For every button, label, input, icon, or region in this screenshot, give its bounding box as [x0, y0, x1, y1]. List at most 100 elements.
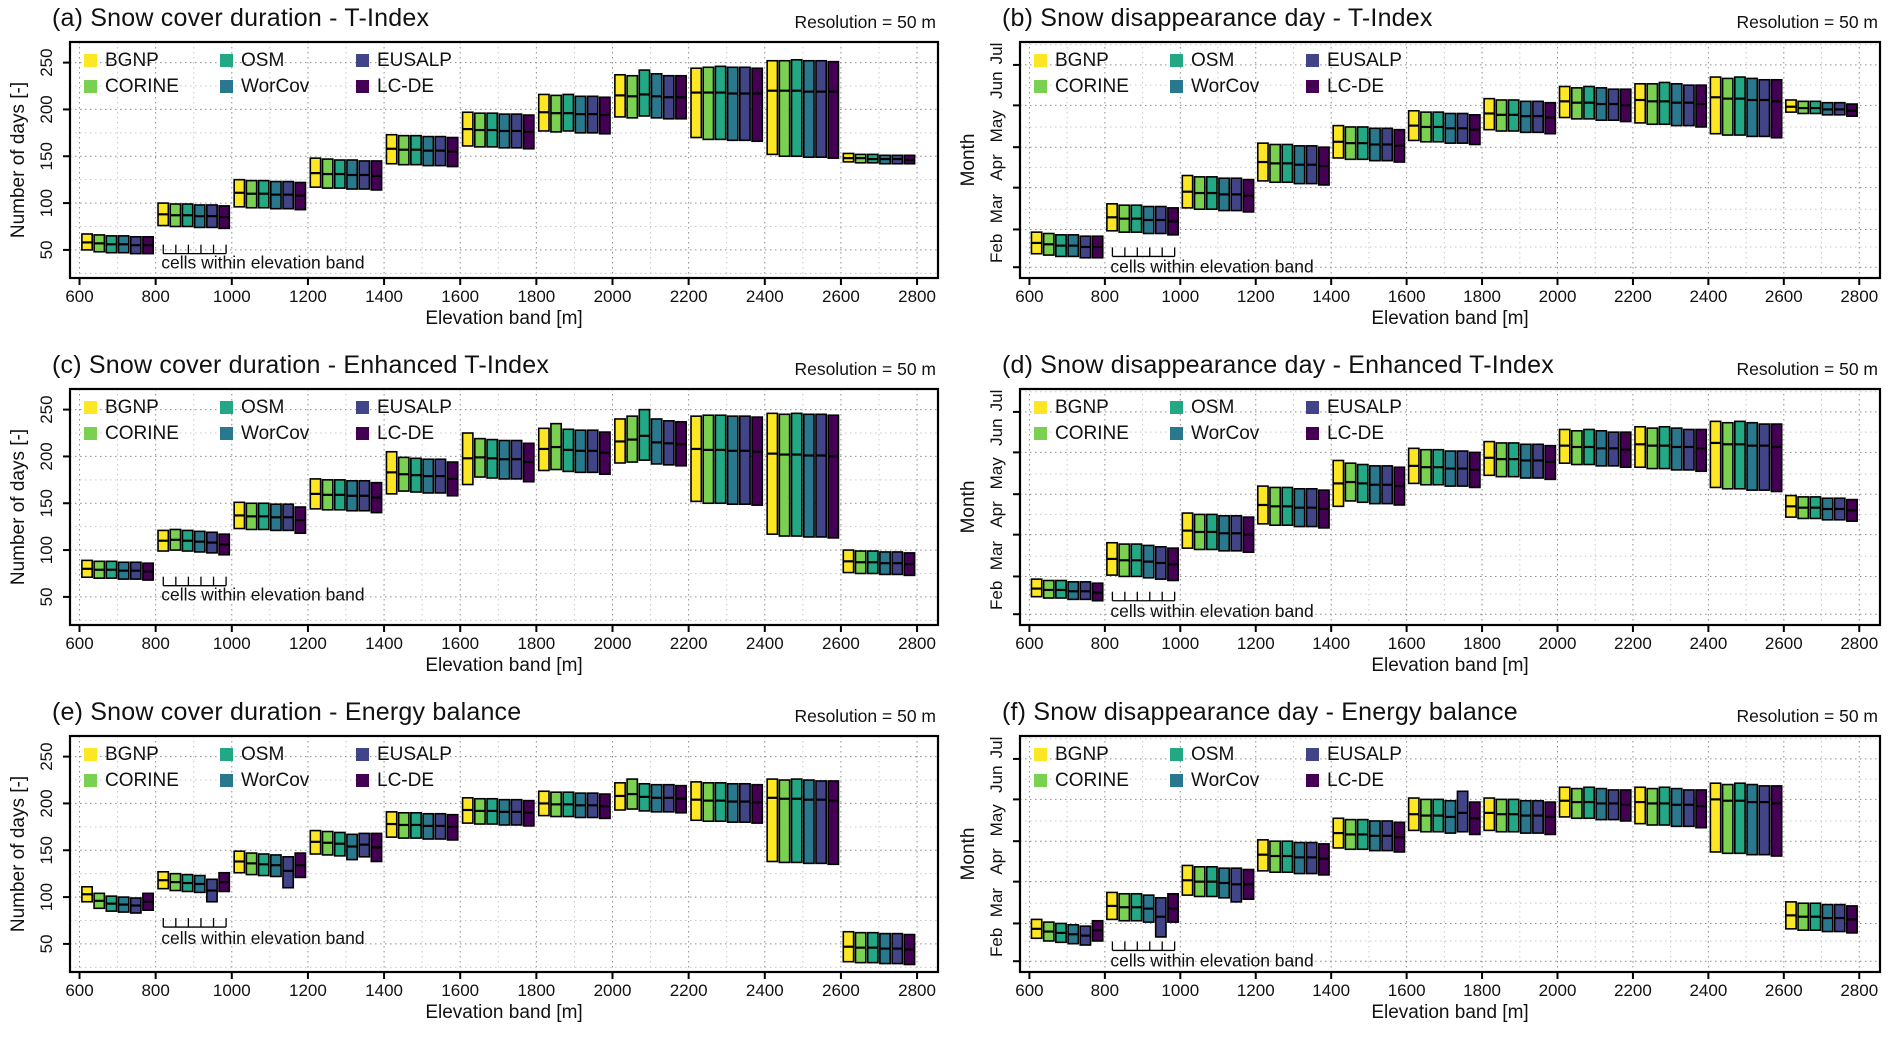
plot-frame [68, 387, 940, 627]
box-BGNP [690, 67, 703, 139]
panel-header-c: (c) Snow cover duration - Enhanced T-Ind… [0, 351, 950, 383]
x-tick-label: 2000 [1539, 287, 1577, 306]
x-tick-label: 1000 [1161, 287, 1199, 306]
legend-label-BGNP: BGNP [105, 50, 159, 71]
x-tick-label: 1000 [213, 634, 251, 653]
band-1100 [233, 501, 307, 535]
x-tick-label: 600 [1015, 634, 1043, 653]
y-tick-label-month: May [987, 457, 1006, 490]
box-OSM [714, 414, 727, 505]
legend-label-OSM: OSM [1191, 50, 1234, 71]
y-tick-label: 200 [37, 95, 56, 123]
legend: BGNP CORINE OSM WorCov EUSALP LC-DE [1034, 50, 1402, 97]
legend-swatch-BGNP [1034, 401, 1047, 414]
band-900 [157, 202, 231, 230]
x-tick-label: 2200 [670, 981, 708, 1000]
band-900 [1106, 541, 1179, 582]
band-2500 [766, 412, 840, 539]
band-2700 [842, 152, 916, 165]
box-BGNP [1634, 83, 1647, 124]
box-CORINE [702, 66, 715, 141]
y-axis: 50 100 150 200 250 Number of days [-] [8, 742, 70, 953]
band-2500 [766, 778, 840, 866]
x-tick-label: 600 [65, 634, 93, 653]
x-axis-title: Elevation band [m] [425, 308, 582, 329]
box-CORINE [1495, 798, 1508, 833]
band-1300 [309, 157, 383, 191]
box-CORINE [1721, 421, 1734, 490]
x-tick-label: 800 [1091, 634, 1119, 653]
y-tick-label: 100 [37, 536, 56, 564]
y-axis: 50 100 150 200 250 Number of days [-] [8, 48, 70, 259]
legend: BGNP CORINE OSM WorCov EUSALP LC-DE [84, 744, 452, 791]
band-700 [1030, 231, 1104, 259]
legend-swatch-CORINE [84, 774, 97, 787]
box-WorCov [802, 413, 815, 538]
y-axis: 50 100 150 200 250 Number of days [-] [8, 395, 70, 606]
box-EUSALP [1758, 78, 1771, 138]
legend: BGNP CORINE OSM WorCov EUSALP LC-DE [1034, 744, 1402, 791]
box-WorCov [726, 782, 739, 823]
y-tick-label-month: Jul [987, 737, 1006, 759]
legend-label-BGNP: BGNP [105, 744, 159, 765]
x-tick-label: 2400 [1689, 634, 1727, 653]
x-tick-label: 1800 [1463, 634, 1501, 653]
box-EUSALP [815, 780, 828, 865]
band-2300 [690, 414, 764, 506]
boxplot-groups [81, 58, 916, 255]
y-axis-title: Number of days [-] [8, 82, 29, 238]
x-tick-label: 2200 [670, 287, 708, 306]
legend-swatch-BGNP [84, 54, 97, 67]
cells-annotation-text: cells within elevation band [1110, 951, 1313, 971]
legend-swatch-LC-DE [1306, 80, 1319, 93]
band-2500 [1709, 782, 1783, 857]
x-tick-label: 1000 [213, 981, 251, 1000]
box-LC-DE [1695, 789, 1708, 829]
box-EUSALP [282, 856, 295, 889]
legend-label-OSM: OSM [1191, 744, 1234, 765]
plot-f: 600 800 1000 1200 1400 1600 1800 2000 2200 2400 26… [958, 734, 1882, 1023]
y-tick-label: 250 [37, 48, 56, 76]
box-EUSALP [1758, 785, 1771, 856]
x-tick-label: 2400 [1689, 287, 1727, 306]
box-CORINE [1646, 787, 1659, 826]
legend-label-CORINE: CORINE [105, 423, 179, 444]
band-1300 [309, 829, 383, 863]
panel-title-a: (a) Snow cover duration - T-Index [52, 4, 430, 32]
band-2700 [842, 549, 916, 577]
y-tick-label-month: Apr [987, 154, 1006, 181]
x-tick-label: 2000 [1539, 634, 1577, 653]
box-WorCov [1670, 427, 1683, 471]
panel-b: (b) Snow disappearance day - T-Index Reso… [950, 0, 1892, 347]
box-LC-DE [1770, 423, 1783, 493]
boxplot-groups [1030, 782, 1858, 946]
cells-annotation: cells within elevation band [161, 244, 365, 273]
band-1300 [309, 478, 383, 514]
resolution-label-c: Resolution = 50 m [794, 359, 936, 379]
y-axis-title: Number of days [-] [8, 776, 29, 932]
legend-swatch-LC-DE [1306, 774, 1319, 787]
band-700 [81, 885, 154, 914]
legend-swatch-CORINE [1034, 80, 1047, 93]
plot-frame [1018, 387, 1882, 627]
band-1900 [537, 790, 611, 820]
box-BGNP [1709, 420, 1722, 489]
panel-header-b: (b) Snow disappearance day - T-Index Reso… [950, 4, 1892, 36]
resolution-label-d: Resolution = 50 m [1736, 359, 1878, 379]
y-axis: Feb Mar Apr May Jun Jul Month [958, 390, 1020, 616]
x-tick-label: 1400 [365, 287, 403, 306]
box-OSM [1507, 798, 1520, 833]
y-tick-label-month: Feb [987, 581, 1006, 610]
box-LC-DE [751, 67, 764, 143]
panel-header-f: (f) Snow disappearance day - Energy bala… [950, 698, 1892, 730]
band-1300 [1256, 839, 1330, 876]
legend: BGNP CORINE OSM WorCov EUSALP LC-DE [84, 397, 452, 444]
box-OSM [714, 65, 727, 141]
box-WorCov [1746, 783, 1759, 856]
box-WorCov [802, 779, 815, 865]
y-tick-label: 150 [37, 489, 56, 517]
band-1500 [1332, 459, 1406, 508]
x-tick-label: 2800 [898, 287, 936, 306]
box-BGNP [766, 778, 779, 863]
